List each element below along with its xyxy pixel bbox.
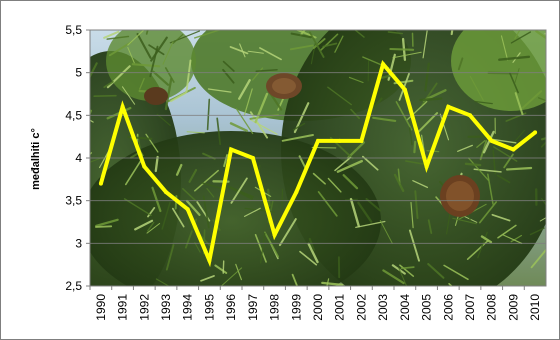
data-point: [98, 181, 103, 186]
x-tick-label: 2003: [376, 294, 390, 321]
x-tick-label: 1992: [137, 294, 151, 321]
x-tick-label: 1996: [224, 294, 238, 321]
y-tick-label: 4: [75, 151, 82, 165]
pine-cone-3: [144, 87, 168, 105]
pine-cone-1: [440, 175, 480, 217]
x-tick-label: 2002: [354, 294, 368, 321]
x-tick-label: 1993: [159, 294, 173, 321]
data-point: [316, 138, 320, 143]
data-point: [468, 113, 472, 118]
x-tick-label: 1990: [94, 294, 108, 321]
x-tick-label: 1997: [246, 294, 260, 321]
series-group: [98, 59, 538, 268]
x-tick-label: 2007: [463, 294, 477, 321]
x-tick-label: 2010: [528, 294, 542, 321]
data-point: [533, 130, 538, 135]
data-point: [381, 62, 386, 67]
y-axis-ticks: 2,5 3 3,5 4 4,5 5 5,5: [65, 23, 90, 293]
background-photo: [90, 30, 546, 286]
data-point: [185, 207, 190, 212]
data-point: [511, 147, 516, 152]
y-tick-label: 4,5: [65, 108, 82, 122]
data-point: [359, 138, 364, 143]
x-tick-label: 2005: [420, 294, 434, 321]
x-tick-label: 1994: [181, 294, 195, 321]
plot-area: [89, 29, 547, 287]
x-tick-label: 2008: [485, 294, 499, 321]
x-axis-ticks: 1990 1991 1992 1993 1994 1995 1996 1997 1998 1999…: [89, 286, 542, 321]
data-point: [120, 104, 125, 109]
y-tick-label: 5: [75, 66, 82, 80]
data-point: [337, 138, 342, 143]
data-point: [489, 138, 494, 143]
y-axis-title: međalhiti c°: [30, 128, 42, 190]
x-tick-label: 2009: [506, 294, 520, 321]
data-point: [250, 156, 255, 160]
x-tick-label: 1998: [268, 294, 282, 321]
x-tick-label: 1999: [289, 294, 303, 321]
data-point: [446, 104, 451, 109]
x-tick-label: 1995: [202, 294, 216, 321]
data-point: [294, 190, 299, 195]
x-tick-label: 2000: [311, 294, 325, 321]
x-tick-label: 2004: [398, 294, 412, 321]
y-tick-label: 5,5: [65, 23, 82, 37]
x-tick-label: 1991: [116, 294, 130, 321]
data-point: [229, 147, 234, 152]
y-tick-label: 3: [75, 236, 82, 250]
data-point: [207, 258, 212, 263]
x-tick-label: 2001: [333, 294, 347, 321]
data-point: [424, 164, 429, 169]
y-tick-label: 2,5: [65, 279, 82, 293]
data-point: [164, 190, 168, 195]
data-point: [272, 232, 277, 237]
data-point: [402, 87, 407, 92]
y-tick-label: 3,5: [65, 194, 82, 208]
data-point: [142, 164, 147, 169]
x-tick-label: 2006: [441, 294, 455, 321]
pine-cone-2: [266, 73, 302, 99]
